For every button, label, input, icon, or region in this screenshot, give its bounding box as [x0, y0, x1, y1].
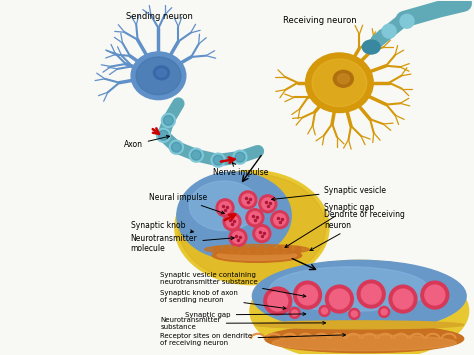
Circle shape: [274, 214, 286, 226]
Circle shape: [242, 194, 254, 206]
Circle shape: [232, 231, 244, 244]
Circle shape: [191, 150, 201, 160]
Ellipse shape: [136, 57, 181, 95]
Ellipse shape: [272, 335, 456, 351]
Ellipse shape: [255, 321, 464, 329]
Text: Synaptic knob of axon
of sending neuron: Synaptic knob of axon of sending neuron: [161, 290, 286, 310]
Circle shape: [233, 150, 247, 164]
Circle shape: [223, 246, 229, 252]
Circle shape: [211, 153, 225, 167]
Circle shape: [256, 228, 268, 240]
Ellipse shape: [253, 260, 466, 332]
Ellipse shape: [205, 245, 309, 255]
Text: Receptor sites on dendrite
of receiving neuron: Receptor sites on dendrite of receiving …: [161, 333, 346, 346]
Ellipse shape: [250, 260, 469, 355]
Circle shape: [329, 289, 349, 309]
Circle shape: [264, 287, 292, 315]
Circle shape: [289, 307, 300, 318]
Circle shape: [271, 211, 289, 229]
Text: Synaptic gap: Synaptic gap: [185, 312, 306, 318]
Circle shape: [357, 280, 385, 308]
Circle shape: [262, 198, 274, 210]
Text: Neural impulse: Neural impulse: [148, 193, 224, 214]
Text: Sending neuron: Sending neuron: [126, 12, 192, 21]
Circle shape: [219, 202, 231, 214]
Ellipse shape: [217, 250, 297, 260]
Circle shape: [169, 140, 183, 154]
Circle shape: [216, 199, 234, 217]
Text: Receiving neuron: Receiving neuron: [283, 16, 356, 25]
Circle shape: [321, 308, 328, 314]
Ellipse shape: [362, 40, 380, 54]
Ellipse shape: [156, 69, 166, 77]
Circle shape: [351, 311, 357, 317]
Ellipse shape: [178, 174, 326, 281]
Ellipse shape: [270, 267, 429, 311]
Ellipse shape: [212, 248, 301, 262]
Circle shape: [268, 246, 274, 252]
Circle shape: [268, 291, 288, 311]
Circle shape: [246, 209, 264, 226]
Circle shape: [253, 225, 271, 242]
Ellipse shape: [131, 52, 186, 100]
Circle shape: [379, 306, 390, 317]
Ellipse shape: [154, 66, 169, 80]
Circle shape: [425, 285, 445, 305]
Ellipse shape: [306, 53, 373, 113]
Circle shape: [156, 129, 170, 142]
Text: Dendrite of receiving
neuron: Dendrite of receiving neuron: [310, 210, 405, 251]
Ellipse shape: [265, 325, 464, 353]
Circle shape: [319, 306, 330, 316]
Circle shape: [164, 115, 173, 125]
Text: Synaptic knob: Synaptic knob: [131, 220, 193, 233]
Ellipse shape: [177, 172, 291, 260]
Ellipse shape: [312, 59, 367, 106]
Circle shape: [298, 285, 318, 305]
Text: Neurotransmitter
substance: Neurotransmitter substance: [161, 317, 326, 330]
Ellipse shape: [333, 70, 353, 87]
Text: Nerve impulse: Nerve impulse: [213, 163, 268, 177]
Text: Synaptic gap: Synaptic gap: [285, 203, 374, 247]
Circle shape: [162, 114, 175, 127]
Circle shape: [214, 246, 220, 252]
Circle shape: [326, 285, 353, 313]
Text: Synaptic vesicle containing
neurotransmitter substance: Synaptic vesicle containing neurotransmi…: [161, 272, 306, 297]
Circle shape: [349, 308, 360, 320]
Circle shape: [158, 130, 168, 140]
Circle shape: [250, 246, 256, 252]
Circle shape: [382, 24, 396, 38]
Circle shape: [292, 310, 298, 316]
Ellipse shape: [189, 181, 259, 231]
Circle shape: [249, 212, 261, 224]
Ellipse shape: [175, 170, 329, 285]
Circle shape: [361, 284, 381, 304]
Circle shape: [229, 229, 247, 246]
Circle shape: [389, 285, 417, 313]
Circle shape: [189, 148, 203, 162]
Circle shape: [286, 246, 292, 252]
Circle shape: [259, 246, 265, 252]
Circle shape: [226, 216, 238, 228]
Text: Neurotransmitter
molecule: Neurotransmitter molecule: [131, 234, 234, 253]
Circle shape: [294, 281, 321, 309]
Circle shape: [400, 14, 414, 28]
Circle shape: [241, 246, 247, 252]
Circle shape: [381, 309, 387, 315]
Circle shape: [421, 281, 449, 309]
Circle shape: [393, 289, 413, 309]
Circle shape: [223, 213, 241, 231]
Ellipse shape: [337, 74, 349, 84]
Circle shape: [239, 191, 257, 209]
Circle shape: [295, 246, 301, 252]
Circle shape: [235, 152, 245, 162]
Text: Synaptic vesicle: Synaptic vesicle: [272, 186, 386, 201]
Circle shape: [232, 246, 238, 252]
Circle shape: [277, 246, 283, 252]
Circle shape: [172, 142, 182, 152]
Text: Axon: Axon: [124, 135, 170, 149]
Circle shape: [213, 155, 223, 165]
Circle shape: [259, 195, 277, 213]
